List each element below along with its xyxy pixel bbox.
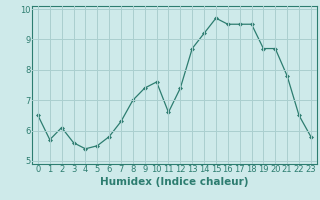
X-axis label: Humidex (Indice chaleur): Humidex (Indice chaleur) <box>100 177 249 187</box>
